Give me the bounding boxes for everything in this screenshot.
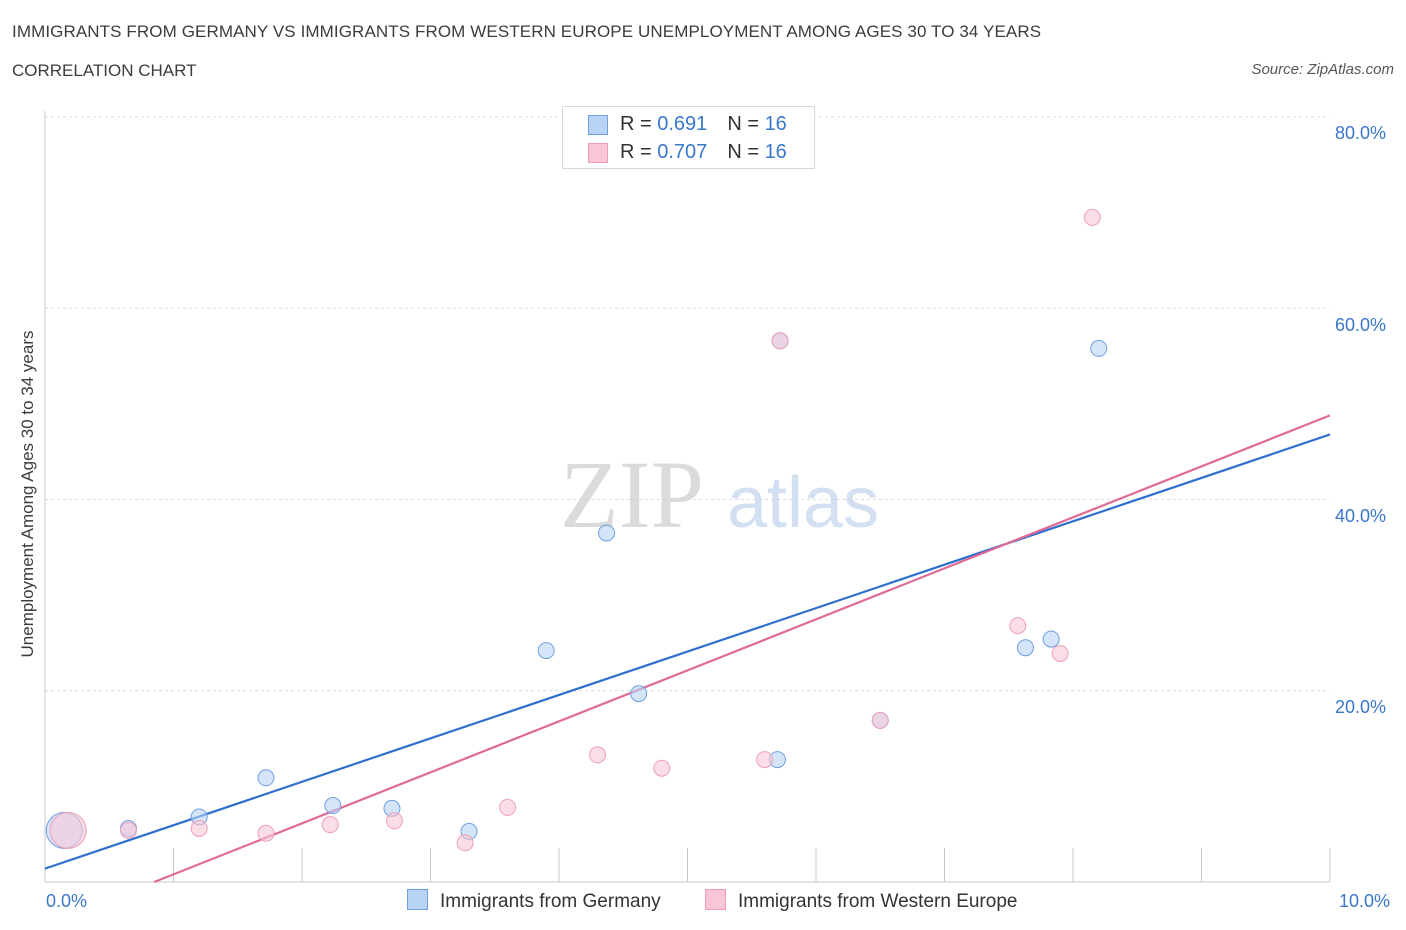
data-point-germany (324, 797, 342, 814)
r-value-western-europe: 0.707 (657, 141, 708, 163)
data-point-western-europe (653, 759, 671, 777)
data-point-western-europe (190, 819, 208, 837)
y-tick-80: 80.0% (1335, 123, 1387, 143)
data-point-western-europe (499, 798, 517, 816)
n-value-germany: 16 (764, 113, 787, 135)
western-europe-swatch (588, 143, 608, 163)
data-point-western-europe (589, 746, 607, 764)
x-tick-min: 0.0% (46, 891, 88, 911)
data-point-western-europe (49, 811, 87, 849)
data-point-western-europe (1009, 617, 1027, 635)
data-point-germany (537, 642, 555, 660)
n-label: N = (727, 141, 765, 163)
correlation-legend: R = 0.691 N = 16 R = 0.707 N = 16 (562, 106, 815, 169)
y-tick-40: 40.0% (1335, 506, 1387, 526)
n-label: N = (727, 113, 765, 135)
data-point-western-europe (257, 824, 275, 842)
r-label: R = (620, 113, 658, 135)
gridlines (45, 116, 1330, 692)
data-point-western-europe (1051, 644, 1069, 662)
data-point-western-europe (321, 816, 339, 834)
trend-line-western-europe (153, 414, 1331, 884)
watermark-atlas: atlas (727, 463, 879, 543)
data-point-western-europe (1083, 208, 1101, 226)
y-tick-60: 60.0% (1335, 315, 1387, 335)
germany-swatch (588, 115, 608, 135)
data-point-germany (1090, 339, 1108, 357)
western-europe-legend-swatch (705, 889, 726, 910)
legend-item-western-europe[interactable]: Immigrants from Western Europe (705, 889, 1017, 913)
r-label: R = (620, 141, 658, 163)
chart-title: IMMIGRANTS FROM GERMANY VS IMMIGRANTS FR… (12, 22, 1042, 41)
n-value-western-europe: 16 (764, 141, 787, 163)
data-point-western-europe (771, 332, 789, 350)
germany-legend-swatch (407, 889, 428, 910)
data-point-germany (598, 524, 616, 542)
data-point-western-europe (120, 821, 138, 839)
chart-subtitle: CORRELATION CHART (12, 61, 197, 80)
trend-line-germany (44, 433, 1331, 870)
data-point-germany (630, 685, 648, 703)
axes (44, 111, 1331, 883)
data-point-germany (1016, 639, 1034, 657)
data-point-germany (257, 769, 275, 787)
watermark: ZIP atlas (560, 441, 879, 548)
data-point-western-europe (756, 751, 774, 769)
watermark-zip: ZIP (560, 441, 704, 548)
germany-legend-label: Immigrants from Germany (440, 891, 661, 912)
trend-lines (44, 414, 1331, 884)
data-points (45, 208, 1108, 852)
legend-item-germany[interactable]: Immigrants from Germany (407, 889, 661, 913)
western-europe-legend-label: Immigrants from Western Europe (738, 891, 1018, 912)
x-tick-max: 10.0% (1339, 891, 1391, 911)
data-point-germany (1042, 630, 1060, 648)
data-point-western-europe (871, 711, 889, 729)
r-value-germany: 0.691 (657, 113, 708, 135)
source-credit: Source: ZipAtlas.com (1251, 61, 1394, 78)
data-point-western-europe (386, 812, 404, 830)
y-tick-20: 20.0% (1335, 697, 1387, 717)
data-point-western-europe (456, 834, 474, 852)
